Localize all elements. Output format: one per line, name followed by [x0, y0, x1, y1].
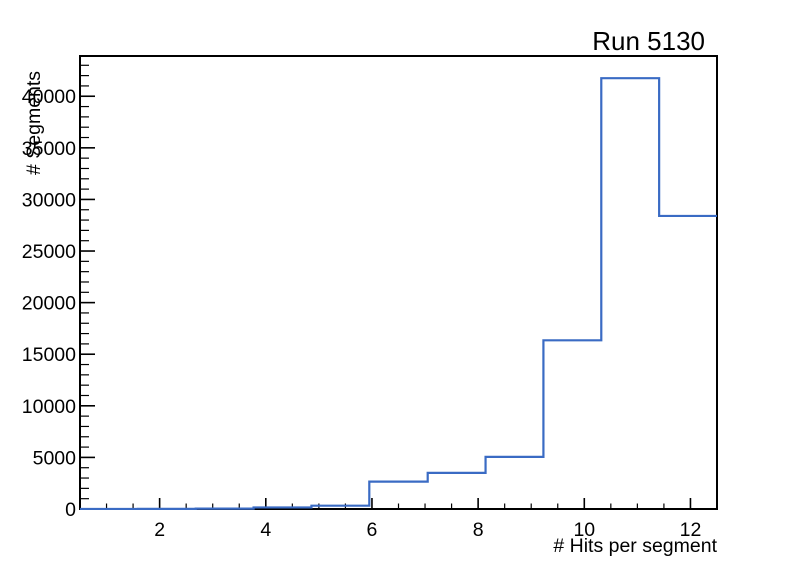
chart-title: Run 5130: [592, 26, 705, 56]
y-tick-label: 15000: [22, 344, 76, 366]
y-tick-label: 40000: [22, 86, 76, 108]
y-tick-label: 25000: [22, 241, 76, 263]
x-tick-label: 6: [367, 519, 378, 541]
y-tick-label: 0: [65, 499, 76, 521]
y-tick-label: 10000: [22, 396, 76, 418]
y-tick-label: 20000: [22, 293, 76, 315]
x-tick-label: 4: [260, 519, 271, 541]
x-axis-title: # Hits per segment: [553, 535, 717, 557]
y-tick-label: 35000: [22, 138, 76, 160]
plot-frame: [79, 55, 718, 510]
x-tick-label: 12: [680, 519, 702, 541]
plot-area: 2 4 6 8 10 12 0 5000 10000 15000 20000 25000 30000 35…: [22, 55, 718, 541]
y-tick-label: 5000: [33, 447, 77, 469]
x-tick-label: 2: [154, 519, 165, 541]
x-tick-label: 10: [573, 519, 595, 541]
x-tick-label: 8: [473, 519, 484, 541]
y-axis-title: # Segments: [23, 71, 45, 175]
histogram-line: [80, 77, 717, 511]
y-tick-label: 30000: [22, 189, 76, 211]
